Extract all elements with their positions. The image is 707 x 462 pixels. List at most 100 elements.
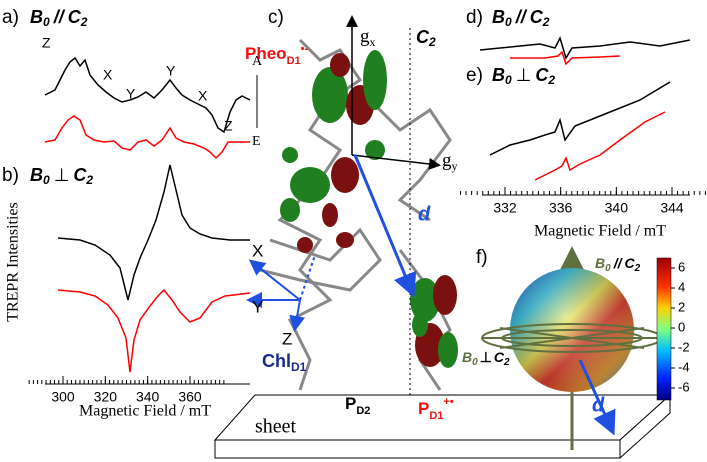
t: B	[462, 349, 472, 365]
tick-label: 332	[493, 200, 517, 216]
c2-label: C2	[416, 27, 436, 49]
peak-label: Y	[126, 86, 136, 102]
t: y	[452, 159, 458, 173]
t: Pheo	[245, 44, 287, 63]
tick-label: -6	[678, 379, 690, 394]
trace	[490, 82, 670, 155]
panel-label: e)	[466, 65, 483, 86]
t: +•	[443, 396, 453, 408]
panel-title: B0 ⊥C2	[492, 65, 555, 87]
t: P	[418, 399, 429, 418]
tick-label: 336	[549, 200, 573, 216]
y-axis-label: TREPR Intensities	[5, 202, 22, 322]
t: 2	[547, 73, 555, 87]
orbitals	[280, 50, 458, 368]
axis-y-label: Y	[252, 297, 263, 316]
t: ⊥	[480, 349, 492, 365]
tick-label: 2	[678, 299, 685, 314]
t: 2	[542, 15, 550, 29]
t: 0	[505, 15, 512, 29]
t: //	[515, 7, 528, 27]
t: C	[530, 7, 544, 27]
trace	[480, 38, 690, 58]
d-arrow	[355, 155, 412, 292]
t: 2	[85, 173, 93, 187]
t: 2	[634, 263, 641, 274]
t: 2	[428, 35, 436, 49]
t: 2	[80, 15, 88, 29]
axis-x-label: X	[252, 241, 263, 260]
par-label: B0//C2	[595, 255, 641, 274]
t: 0	[43, 15, 50, 29]
tick-label: -2	[678, 339, 690, 354]
t: •-	[301, 43, 309, 55]
panel-title: B0 ⊥C2	[30, 165, 93, 187]
peak-label: X	[198, 88, 208, 104]
t: B	[30, 7, 43, 27]
trace	[45, 58, 250, 132]
d-label: d	[418, 203, 431, 225]
peak-label: X	[103, 67, 113, 83]
t: D1	[287, 55, 301, 67]
t: P	[345, 394, 356, 413]
peak-label: Y	[166, 63, 176, 79]
colorbar	[657, 258, 671, 400]
t: C	[535, 65, 549, 85]
panel-label: d)	[466, 7, 483, 28]
pheo-label: PheoD1•-	[245, 43, 308, 67]
tick-label: 6	[678, 259, 685, 274]
perp-label: B0⊥C2	[462, 349, 510, 368]
t: g	[360, 26, 370, 47]
t: B	[492, 7, 505, 27]
tick-label: 340	[605, 200, 629, 216]
panel-label: b)	[2, 165, 19, 186]
figure: a) B0//C2 Z X Y Y X Z A E b) B0⊥C2 TREPR…	[0, 0, 707, 462]
tick-label: -4	[678, 359, 690, 374]
panel-title: B0//C2	[30, 7, 88, 29]
t: 0	[472, 357, 478, 368]
t: B	[595, 255, 605, 271]
t: //	[613, 255, 624, 271]
t: //	[53, 7, 66, 27]
t: 0	[505, 73, 512, 87]
x-axis-label: Magnetic Field / mT	[79, 403, 211, 420]
panel-label: c)	[268, 7, 284, 28]
t: ⊥	[54, 165, 70, 185]
x-axis-label: Magnetic Field / mT	[534, 223, 666, 240]
emission-label: E	[252, 134, 261, 149]
t: Chl	[262, 351, 291, 371]
d-label: d	[592, 394, 605, 416]
axis-z-label: Z	[282, 329, 292, 348]
chl-axes	[250, 255, 315, 328]
t: x	[370, 35, 376, 49]
panel-label: a)	[2, 7, 19, 28]
trace	[45, 116, 250, 158]
chl-label: ChlD1	[262, 351, 307, 374]
t: D1	[429, 410, 443, 422]
t: C	[68, 7, 82, 27]
panel-title: B0//C2	[492, 7, 550, 29]
t: ⊥	[516, 65, 532, 85]
t: B	[30, 165, 43, 185]
trace	[58, 290, 250, 372]
trace	[535, 112, 665, 180]
tick-label: 300	[51, 389, 75, 405]
panel-label: f)	[476, 247, 488, 268]
tick-label: 0	[678, 319, 685, 334]
t: 0	[43, 173, 50, 187]
gx-label: gx	[360, 26, 376, 48]
t: B	[492, 65, 505, 85]
gy-label: gy	[442, 150, 458, 172]
colorbar-ticks: 6 4 2 0 -2 -4 -6	[671, 259, 690, 394]
t: D2	[356, 405, 370, 417]
t: C	[73, 165, 87, 185]
ticks: 332 336 340 344	[460, 187, 707, 216]
t: D1	[291, 360, 307, 374]
gy-arrow	[352, 155, 438, 165]
t: C	[416, 27, 430, 47]
tick-label: 4	[678, 279, 685, 294]
t: 0	[605, 263, 611, 274]
t: 2	[503, 357, 510, 368]
tick-label: 344	[660, 200, 684, 216]
